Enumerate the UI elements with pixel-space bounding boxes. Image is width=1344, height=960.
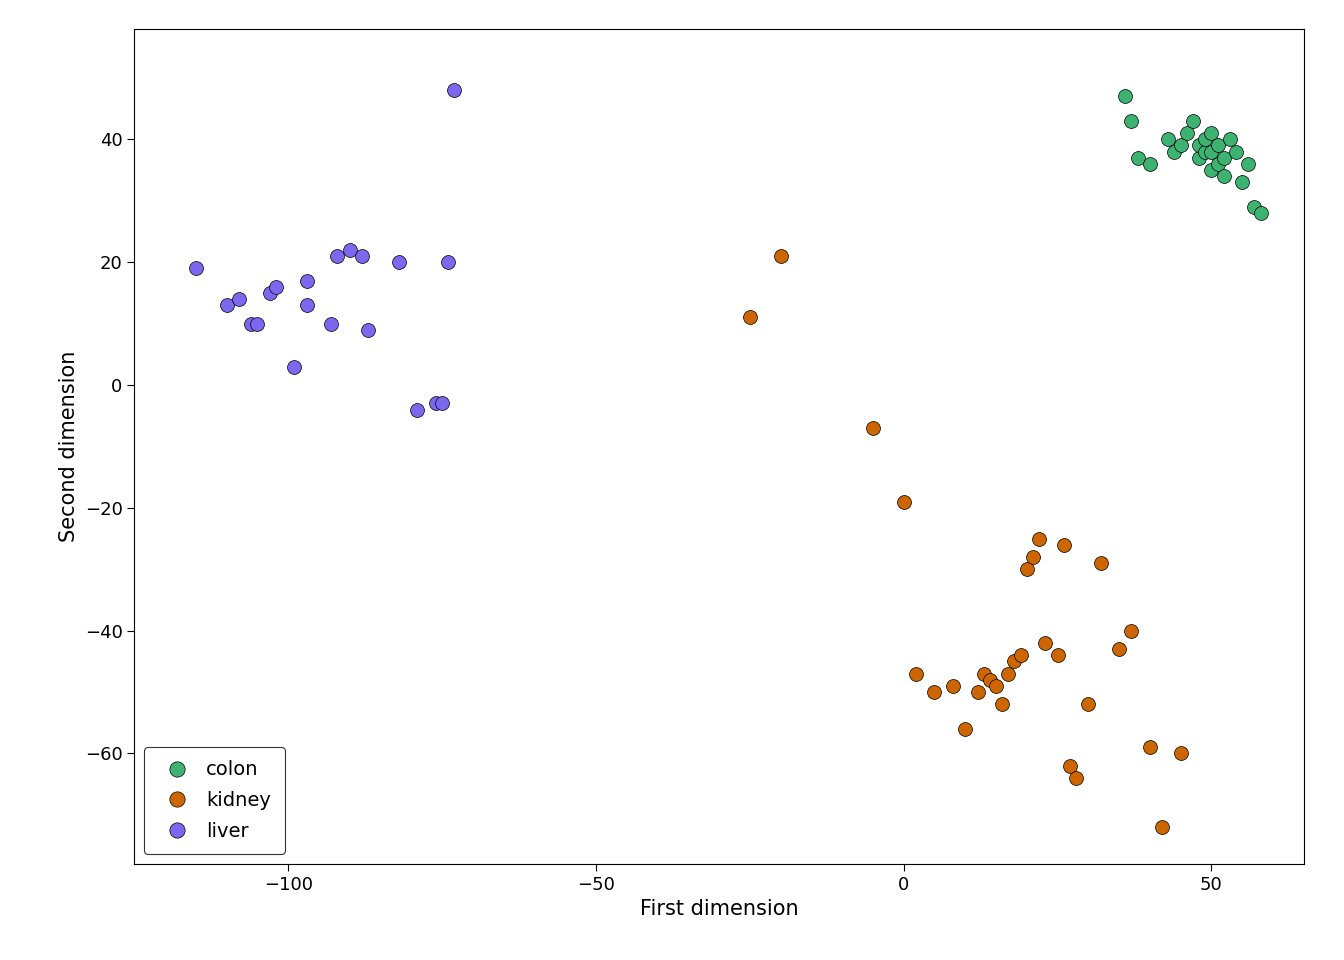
Point: [1226, 144, 1247, 159]
Point: [992, 697, 1013, 712]
Point: [973, 666, 995, 682]
Point: [1231, 175, 1253, 190]
Point: [1164, 144, 1185, 159]
Point: [1059, 758, 1081, 774]
Point: [1004, 654, 1025, 669]
Point: [1157, 132, 1179, 147]
Point: [1176, 126, 1198, 141]
Point: [1121, 113, 1142, 129]
Point: [1250, 205, 1271, 221]
Point: [942, 678, 964, 693]
Point: [892, 494, 914, 510]
Point: [978, 672, 1000, 687]
Point: [1200, 162, 1222, 178]
Point: [259, 285, 281, 300]
Point: [1188, 150, 1210, 165]
Point: [339, 242, 360, 257]
Point: [1009, 648, 1031, 663]
Point: [1169, 138, 1191, 154]
Point: [1238, 156, 1259, 172]
Point: [739, 310, 761, 325]
Point: [228, 291, 250, 306]
Point: [1169, 746, 1191, 761]
Point: [1140, 156, 1161, 172]
Point: [327, 249, 348, 264]
Point: [358, 322, 379, 337]
Point: [1109, 641, 1130, 657]
Point: [388, 254, 410, 270]
Point: [1183, 113, 1204, 129]
Point: [1195, 132, 1216, 147]
Point: [1126, 150, 1148, 165]
Point: [185, 260, 207, 276]
Point: [1200, 144, 1222, 159]
Point: [1207, 156, 1228, 172]
Point: [1052, 537, 1074, 552]
Point: [1140, 739, 1161, 755]
Point: [954, 721, 976, 736]
Y-axis label: Second dimension: Second dimension: [59, 350, 79, 542]
Legend: colon, kidney, liver: colon, kidney, liver: [144, 747, 285, 854]
X-axis label: First dimension: First dimension: [640, 900, 798, 920]
Point: [1121, 623, 1142, 638]
Point: [351, 249, 372, 264]
Point: [1028, 531, 1050, 546]
Point: [923, 684, 945, 700]
Point: [997, 666, 1019, 682]
Point: [1114, 88, 1136, 104]
Point: [985, 678, 1007, 693]
Point: [1195, 144, 1216, 159]
Point: [247, 316, 269, 331]
Point: [1207, 138, 1228, 154]
Point: [1047, 648, 1068, 663]
Point: [1016, 562, 1038, 577]
Point: [296, 298, 317, 313]
Point: [1243, 200, 1265, 215]
Point: [1078, 697, 1099, 712]
Point: [1188, 138, 1210, 154]
Point: [1219, 132, 1241, 147]
Point: [770, 249, 792, 264]
Point: [296, 273, 317, 288]
Point: [1066, 770, 1087, 785]
Point: [241, 316, 262, 331]
Point: [216, 298, 238, 313]
Point: [1200, 126, 1222, 141]
Point: [906, 666, 927, 682]
Point: [966, 684, 988, 700]
Point: [1090, 556, 1111, 571]
Point: [438, 254, 460, 270]
Point: [1152, 820, 1173, 835]
Point: [1023, 549, 1044, 564]
Point: [1212, 150, 1234, 165]
Point: [862, 420, 883, 436]
Point: [431, 396, 453, 411]
Point: [1035, 636, 1056, 651]
Point: [407, 402, 429, 418]
Point: [321, 316, 343, 331]
Point: [444, 83, 465, 98]
Point: [425, 396, 446, 411]
Point: [1212, 169, 1234, 184]
Point: [284, 359, 305, 374]
Point: [265, 279, 286, 295]
